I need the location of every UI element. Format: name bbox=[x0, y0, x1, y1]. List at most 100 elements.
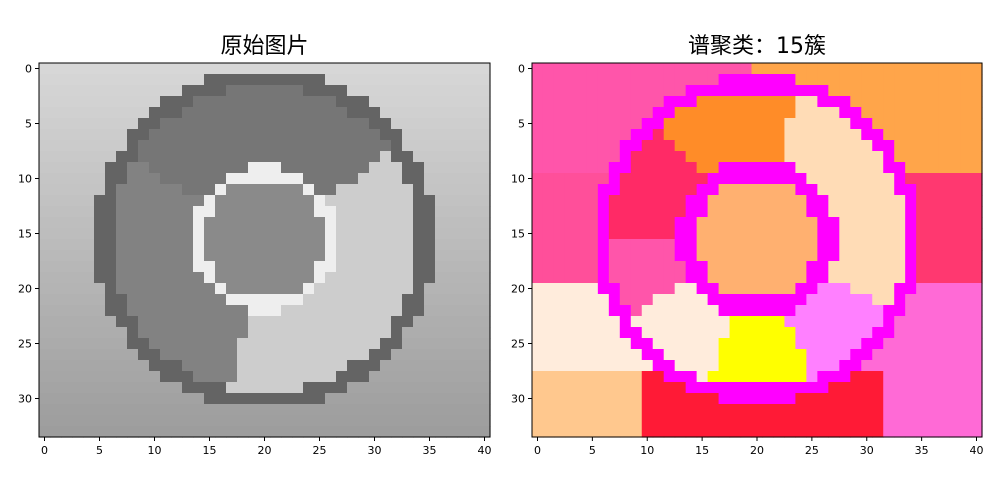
image-pixel bbox=[215, 294, 227, 306]
cluster-pixel bbox=[828, 272, 840, 284]
image-pixel bbox=[226, 63, 238, 75]
image-pixel bbox=[226, 327, 238, 339]
cluster-pixel bbox=[630, 228, 643, 240]
cluster-pixel bbox=[762, 294, 775, 306]
image-pixel bbox=[468, 129, 480, 141]
cluster-pixel bbox=[949, 140, 961, 152]
image-pixel bbox=[413, 74, 425, 86]
cluster-pixel bbox=[949, 96, 961, 108]
image-pixel bbox=[336, 261, 348, 273]
image-pixel bbox=[435, 272, 447, 284]
image-pixel bbox=[479, 349, 491, 361]
cluster-pixel bbox=[817, 327, 829, 339]
cluster-pixel bbox=[828, 74, 840, 86]
image-pixel bbox=[468, 217, 480, 229]
cluster-pixel bbox=[564, 272, 577, 284]
image-pixel bbox=[39, 85, 51, 97]
image-pixel bbox=[237, 338, 249, 350]
cluster-pixel bbox=[608, 305, 621, 317]
image-pixel bbox=[380, 217, 392, 229]
cluster-pixel bbox=[564, 107, 577, 119]
image-pixel bbox=[193, 85, 205, 97]
image-pixel bbox=[380, 129, 392, 141]
cluster-pixel bbox=[795, 184, 807, 196]
cluster-pixel bbox=[839, 239, 851, 251]
image-pixel bbox=[226, 74, 238, 86]
image-pixel bbox=[303, 360, 315, 372]
cluster-pixel bbox=[707, 63, 720, 75]
cluster-pixel bbox=[553, 228, 566, 240]
cluster-pixel bbox=[894, 217, 906, 229]
cluster-pixel bbox=[850, 426, 862, 438]
cluster-pixel bbox=[729, 338, 742, 350]
image-pixel bbox=[358, 162, 370, 174]
cluster-pixel bbox=[960, 173, 972, 185]
cluster-pixel bbox=[685, 360, 698, 372]
cluster-pixel bbox=[916, 195, 928, 207]
cluster-pixel bbox=[817, 426, 829, 438]
cluster-pixel bbox=[905, 294, 917, 306]
cluster-pixel bbox=[938, 217, 950, 229]
cluster-pixel bbox=[883, 184, 895, 196]
image-pixel bbox=[369, 393, 381, 405]
cluster-pixel bbox=[718, 349, 731, 361]
image-pixel bbox=[171, 74, 183, 86]
image-pixel bbox=[105, 217, 117, 229]
cluster-pixel bbox=[817, 217, 829, 229]
cluster-pixel bbox=[828, 118, 840, 130]
image-pixel bbox=[204, 162, 216, 174]
image-pixel bbox=[127, 283, 139, 295]
image-pixel bbox=[402, 118, 414, 130]
cluster-pixel bbox=[575, 151, 588, 163]
image-pixel bbox=[402, 393, 414, 405]
cluster-pixel bbox=[861, 382, 873, 394]
cluster-pixel bbox=[740, 426, 753, 438]
image-pixel bbox=[281, 217, 293, 229]
image-pixel bbox=[358, 217, 370, 229]
image-pixel bbox=[193, 206, 205, 218]
image-pixel bbox=[160, 129, 172, 141]
cluster-pixel bbox=[586, 404, 599, 416]
image-pixel bbox=[237, 404, 249, 416]
cluster-pixel bbox=[861, 426, 873, 438]
image-pixel bbox=[479, 96, 491, 108]
image-pixel bbox=[226, 107, 238, 119]
cluster-pixel bbox=[553, 349, 566, 361]
image-pixel bbox=[215, 107, 227, 119]
cluster-pixel bbox=[960, 228, 972, 240]
image-pixel bbox=[325, 151, 337, 163]
image-pixel bbox=[303, 283, 315, 295]
cluster-pixel bbox=[905, 349, 917, 361]
image-pixel bbox=[435, 261, 447, 273]
image-pixel bbox=[237, 129, 249, 141]
cluster-pixel bbox=[839, 184, 851, 196]
image-pixel bbox=[127, 294, 139, 306]
image-pixel bbox=[226, 415, 238, 427]
image-pixel bbox=[336, 250, 348, 262]
image-pixel bbox=[303, 250, 315, 262]
cluster-pixel bbox=[861, 371, 873, 383]
cluster-pixel bbox=[652, 162, 665, 174]
image-pixel bbox=[424, 404, 436, 416]
image-pixel bbox=[105, 173, 117, 185]
cluster-pixel bbox=[696, 162, 709, 174]
image-pixel bbox=[105, 129, 117, 141]
image-pixel bbox=[182, 162, 194, 174]
image-pixel bbox=[292, 426, 304, 438]
cluster-pixel bbox=[597, 118, 610, 130]
image-pixel bbox=[270, 184, 282, 196]
cluster-pixel bbox=[619, 74, 632, 86]
cluster-pixel bbox=[740, 360, 753, 372]
cluster-pixel bbox=[663, 393, 676, 405]
image-pixel bbox=[336, 173, 348, 185]
image-pixel bbox=[468, 85, 480, 97]
cluster-pixel bbox=[641, 305, 654, 317]
image-pixel bbox=[292, 371, 304, 383]
cluster-pixel bbox=[806, 217, 818, 229]
image-pixel bbox=[413, 118, 425, 130]
cluster-pixel bbox=[707, 195, 720, 207]
cluster-pixel bbox=[773, 305, 786, 317]
image-pixel bbox=[259, 382, 271, 394]
image-pixel bbox=[160, 371, 172, 383]
cluster-pixel bbox=[927, 228, 939, 240]
